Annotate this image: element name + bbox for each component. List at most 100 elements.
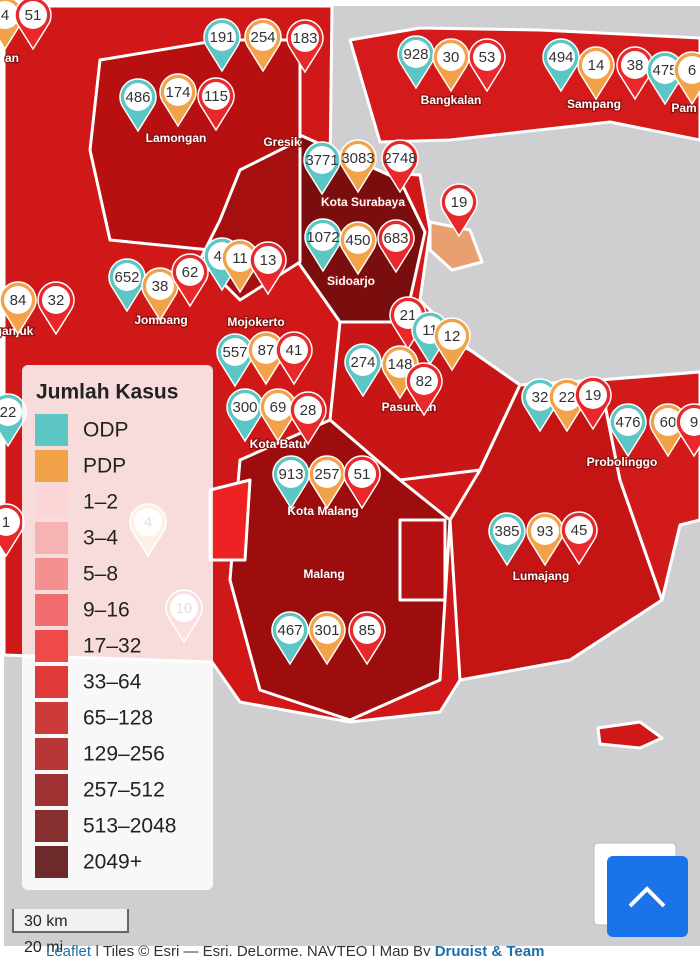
map-marker[interactable]: 191	[203, 18, 241, 73]
map-marker[interactable]: 928	[397, 35, 435, 90]
marker-face[interactable]	[4, 286, 32, 314]
marker-face[interactable]	[565, 516, 593, 544]
map-marker[interactable]: 82	[405, 362, 443, 417]
marker-face[interactable]	[280, 336, 308, 364]
marker-count[interactable]: 28	[300, 402, 317, 419]
map-marker[interactable]: 87	[247, 331, 285, 386]
marker-count[interactable]: 38	[627, 57, 644, 74]
map-marker[interactable]: 494	[542, 38, 580, 93]
marker-count[interactable]: 475	[652, 62, 677, 79]
marker-face[interactable]	[231, 393, 259, 421]
marker-count[interactable]: 13	[260, 252, 277, 269]
marker-count[interactable]: 6	[688, 62, 696, 79]
marker-face[interactable]	[582, 51, 610, 79]
map-marker[interactable]: 12	[433, 317, 471, 372]
marker-face[interactable]	[264, 393, 292, 421]
map-marker[interactable]: 2748	[381, 139, 419, 194]
marker-face[interactable]	[445, 188, 473, 216]
marker-face[interactable]	[614, 408, 642, 436]
marker-face[interactable]	[277, 460, 305, 488]
map-marker[interactable]: 486	[119, 78, 157, 133]
marker-face[interactable]	[651, 56, 679, 84]
map-marker[interactable]: 254	[244, 18, 282, 73]
marker-count[interactable]: 21	[400, 307, 417, 324]
marker-face[interactable]	[386, 350, 414, 378]
marker-count[interactable]: 38	[152, 278, 169, 295]
map-marker[interactable]: 476	[609, 403, 647, 458]
marker-face[interactable]	[113, 263, 141, 291]
marker-count[interactable]: 51	[25, 7, 42, 24]
map-marker[interactable]: 32	[37, 281, 75, 336]
marker-count[interactable]: 300	[232, 399, 257, 416]
marker-count[interactable]: 30	[443, 49, 460, 66]
marker-face[interactable]	[344, 144, 372, 172]
marker-count[interactable]: 11	[232, 250, 248, 267]
marker-count[interactable]: 494	[548, 49, 573, 66]
map-marker[interactable]: 11	[221, 239, 259, 294]
marker-face[interactable]	[202, 82, 230, 110]
marker-count[interactable]: 191	[209, 29, 234, 46]
marker-count[interactable]: 84	[10, 292, 27, 309]
marker-count[interactable]: 928	[403, 46, 428, 63]
marker-face[interactable]	[249, 23, 277, 51]
marker-count[interactable]: 148	[387, 356, 412, 373]
marker-count[interactable]: 82	[416, 373, 433, 390]
map-marker[interactable]: 183	[286, 19, 324, 74]
leaflet-link[interactable]: Leaflet	[46, 943, 92, 956]
marker-count[interactable]: 301	[314, 622, 339, 639]
marker-count[interactable]: 254	[250, 29, 275, 46]
marker-face[interactable]	[294, 396, 322, 424]
marker-count[interactable]: 2748	[383, 150, 416, 167]
map-marker[interactable]: 385	[488, 512, 526, 567]
marker-count[interactable]: 85	[359, 622, 376, 639]
map-marker[interactable]: 51	[343, 455, 381, 510]
marker-face[interactable]	[344, 226, 372, 254]
marker-count[interactable]: 257	[314, 466, 339, 483]
marker-face[interactable]	[309, 223, 337, 251]
marker-face[interactable]	[0, 508, 20, 536]
map-marker[interactable]: 115	[197, 77, 235, 132]
marker-face[interactable]	[146, 272, 174, 300]
marker-count[interactable]: 1072	[306, 229, 339, 246]
marker-face[interactable]	[438, 322, 466, 350]
marker-count[interactable]: 14	[588, 57, 605, 74]
marker-count[interactable]: 913	[278, 466, 303, 483]
map-marker[interactable]: 85	[348, 611, 386, 666]
marker-count[interactable]: 87	[258, 342, 275, 359]
marker-count[interactable]: 1	[2, 514, 10, 531]
marker-count[interactable]: 51	[354, 466, 371, 483]
marker-count[interactable]: 53	[479, 49, 496, 66]
marker-face[interactable]	[579, 381, 607, 409]
map-marker[interactable]: 62	[171, 253, 209, 308]
map-marker[interactable]: 3771	[303, 141, 341, 196]
marker-face[interactable]	[42, 286, 70, 314]
map-marker[interactable]: 1072	[304, 218, 342, 273]
marker-face[interactable]	[621, 51, 649, 79]
marker-count[interactable]: 41	[286, 342, 303, 359]
marker-face[interactable]	[386, 144, 414, 172]
marker-count[interactable]: 467	[277, 622, 302, 639]
map-marker[interactable]: 13	[249, 241, 287, 296]
marker-face[interactable]	[473, 43, 501, 71]
up-arrow[interactable]	[628, 886, 666, 908]
map-marker[interactable]: 301	[308, 611, 346, 666]
marker-count[interactable]: 274	[350, 354, 375, 371]
marker-count[interactable]: 22	[0, 404, 16, 421]
marker-count[interactable]: 60	[660, 414, 677, 431]
marker-count[interactable]: 12	[444, 328, 461, 345]
map-marker[interactable]: 41	[275, 331, 313, 386]
marker-face[interactable]	[349, 348, 377, 376]
marker-face[interactable]	[678, 56, 700, 84]
marker-count[interactable]: 115	[204, 88, 228, 105]
marker-face[interactable]	[19, 1, 47, 29]
map-marker[interactable]: 84	[0, 281, 37, 336]
marker-face[interactable]	[493, 517, 521, 545]
marker-count[interactable]: 19	[451, 194, 468, 211]
marker-count[interactable]: 22	[559, 389, 576, 406]
marker-face[interactable]	[402, 40, 430, 68]
marker-face[interactable]	[164, 78, 192, 106]
map-marker[interactable]: 3083	[339, 139, 377, 194]
marker-count[interactable]: 450	[345, 232, 370, 249]
marker-count[interactable]: 476	[615, 414, 640, 431]
marker-count[interactable]: 69	[270, 399, 287, 416]
